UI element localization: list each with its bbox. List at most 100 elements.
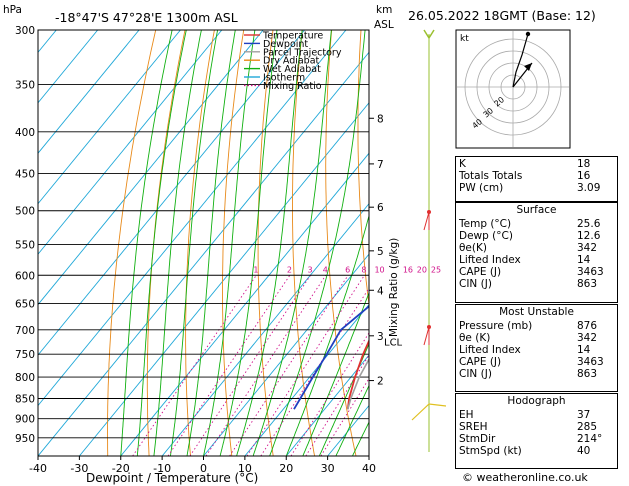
surface-label: CIN (J) bbox=[459, 278, 492, 290]
copyright: © weatheronline.co.uk bbox=[462, 471, 588, 484]
index-row-k: K 18 bbox=[456, 158, 617, 170]
mixing-ratio-line bbox=[189, 275, 311, 456]
most-unstable-box: Most Unstable Pressure (mb) 876 θe (K) 342… bbox=[455, 304, 618, 392]
pressure-tick-label: 350 bbox=[15, 80, 35, 92]
km-tick-label: 5 bbox=[377, 246, 384, 258]
mixing-ratio-label: 1 bbox=[253, 265, 258, 274]
mu-row: θe (K) 342 bbox=[456, 332, 617, 344]
index-value: 16 bbox=[577, 170, 591, 182]
pressure-tick-label: 850 bbox=[15, 393, 35, 405]
legend-label: Dry Adiabat bbox=[263, 56, 320, 67]
x-axis-title: Dewpoint / Temperature (°C) bbox=[86, 471, 258, 485]
hodo-label: SREH bbox=[459, 421, 488, 433]
hodograph-endpoint bbox=[525, 31, 531, 37]
mu-row: CAPE (J) 3463 bbox=[456, 356, 617, 368]
isotherm-line bbox=[38, 30, 181, 205]
hodograph-trace bbox=[512, 33, 529, 88]
isotherm-line bbox=[38, 30, 99, 104]
km-axis-ticks: 2 3 4 5 6 7 8 bbox=[369, 113, 384, 388]
wind-barb bbox=[423, 211, 430, 231]
hodograph-title: Hodograph bbox=[507, 395, 566, 407]
hodograph-panel: kt 20 30 40 bbox=[455, 29, 571, 149]
mixing-ratio-axis-title: Mixing Ratio (g/kg) bbox=[388, 238, 400, 337]
x-tick-label: 20 bbox=[279, 462, 293, 475]
mixing-ratio-line bbox=[320, 377, 369, 456]
legend-label: Wet Adiabat bbox=[263, 64, 321, 75]
asl-label: ASL bbox=[374, 19, 394, 31]
mixing-ratio-label: 6 bbox=[345, 265, 350, 274]
pressure-tick-label: 500 bbox=[15, 206, 35, 218]
surface-box: Surface Temp (°C) 25.6 Dewp (°C) 12.6 θe(K… bbox=[455, 202, 618, 303]
isotherm-line bbox=[38, 51, 369, 456]
surface-label: Lifted Index bbox=[459, 254, 521, 266]
mixing-ratio-label: 16 bbox=[403, 265, 413, 274]
pressure-tick-label: 600 bbox=[15, 270, 35, 282]
mixing-ratio-labels: 1 2 3 4 6 8 10 16 20 25 bbox=[253, 265, 441, 274]
datetime-title: 26.05.2022 18GMT (Base: 12) bbox=[408, 8, 596, 23]
mu-row: Lifted Index 14 bbox=[456, 344, 617, 356]
x-tick-label: -10 bbox=[153, 462, 171, 475]
hodo-label: StmSpd (kt) bbox=[459, 445, 522, 457]
mu-label: Pressure (mb) bbox=[459, 320, 533, 332]
indices-box: K 18 Totals Totals 16 PW (cm) 3.09 bbox=[455, 156, 618, 202]
mu-row: Pressure (mb) 876 bbox=[456, 320, 617, 332]
index-label: Totals Totals bbox=[459, 170, 523, 182]
wet-adiabat-line bbox=[318, 342, 369, 456]
pressure-tick-label: 400 bbox=[15, 127, 35, 139]
wet-adiabat-line bbox=[136, 30, 187, 456]
index-value: 18 bbox=[577, 158, 591, 170]
hodograph-values-box: Hodograph EH 37 SREH 285 StmDir 214° StmSpd… bbox=[455, 393, 618, 469]
isotherm-line bbox=[161, 203, 369, 456]
storm-motion-arrowhead bbox=[524, 63, 532, 71]
dry-adiabat-line bbox=[625, 30, 629, 456]
mixing-ratio-line bbox=[246, 275, 365, 456]
x-tick-label: 40 bbox=[362, 462, 376, 475]
mu-value: 876 bbox=[577, 320, 598, 332]
mu-label: CIN (J) bbox=[459, 368, 492, 380]
mu-value: 342 bbox=[577, 332, 598, 344]
isotherm-line bbox=[38, 30, 264, 306]
mixing-ratio-line bbox=[167, 275, 291, 456]
surface-value: 14 bbox=[577, 254, 591, 266]
km-tick-label: 2 bbox=[377, 376, 384, 388]
legend-label: Parcel Trajectory bbox=[263, 47, 342, 58]
wind-barb-top bbox=[423, 29, 435, 40]
surface-row: Temp (°C) 25.6 bbox=[456, 218, 617, 230]
wind-barb-dot bbox=[427, 210, 431, 214]
surface-label: CAPE (J) bbox=[459, 266, 502, 278]
pressure-tick-label: 900 bbox=[15, 414, 35, 426]
hodo-value: 214° bbox=[577, 433, 603, 445]
index-label: PW (cm) bbox=[459, 182, 504, 194]
index-row-tt: Totals Totals 16 bbox=[456, 170, 617, 182]
km-tick-label: 8 bbox=[377, 113, 384, 125]
isotherm-line bbox=[244, 303, 369, 456]
mu-value: 3463 bbox=[577, 356, 604, 368]
mu-label: Lifted Index bbox=[459, 344, 521, 356]
pressure-tick-label: 750 bbox=[15, 349, 35, 361]
x-tick-label: 30 bbox=[321, 462, 335, 475]
legend-label: Isotherm bbox=[263, 73, 305, 84]
legend-label: Temperature bbox=[262, 31, 323, 42]
surface-value: 863 bbox=[577, 278, 598, 290]
km-tick-label: 6 bbox=[377, 202, 384, 214]
surface-value: 25.6 bbox=[577, 218, 601, 230]
mixing-ratio-line bbox=[132, 275, 257, 456]
wet-adiabat-line bbox=[335, 384, 369, 456]
isotherm-line bbox=[79, 102, 369, 456]
pressure-axis-ticks: 300 350 400 450 500 550 600 650 700 750 800 850 900 9… bbox=[15, 25, 35, 445]
index-row-pw: PW (cm) 3.09 bbox=[456, 182, 617, 194]
surface-row: θe(K) 342 bbox=[456, 242, 617, 254]
location-title: -18°47'S 47°28'E 1300m ASL bbox=[55, 10, 238, 25]
lcl-label: LCL bbox=[384, 337, 403, 348]
mixing-ratio-label: 25 bbox=[431, 265, 441, 274]
surface-row: Dewp (°C) 12.6 bbox=[456, 230, 617, 242]
x-tick-label: 0 bbox=[200, 462, 207, 475]
hodo-label: StmDir bbox=[459, 433, 496, 445]
wet-adiabat-line bbox=[153, 30, 202, 456]
pressure-tick-label: 450 bbox=[15, 168, 35, 180]
index-label: K bbox=[459, 158, 466, 170]
parcel-trajectory-line bbox=[347, 357, 369, 410]
mixing-ratio-line bbox=[260, 287, 369, 456]
surface-row: CIN (J) 863 bbox=[456, 278, 617, 290]
